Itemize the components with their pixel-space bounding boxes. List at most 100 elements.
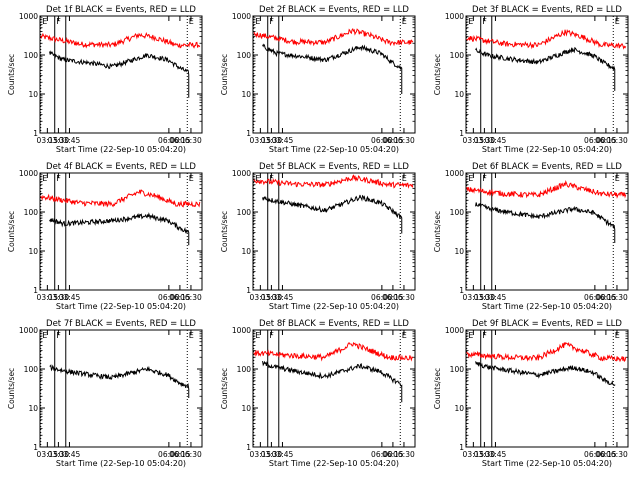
series-events-black <box>475 46 616 91</box>
y-tick-label: 1 <box>33 129 38 138</box>
x-tick-label: 03:45 <box>59 136 81 145</box>
y-tick-label: 100 <box>237 51 252 60</box>
x-tick-label: 03:45 <box>485 293 507 302</box>
time-marker-label: E <box>468 331 473 340</box>
x-tick-label: 06:00 <box>371 293 393 302</box>
time-marker-label: F <box>56 17 61 26</box>
panel-det-6: Det 6f BLACK = Events, RED = LLD 1 10 100 10… <box>433 162 629 311</box>
y-tick-label: 1000 <box>19 169 38 178</box>
series-events-black <box>49 212 190 246</box>
x-tick-label: 03:30 <box>48 450 70 459</box>
time-marker-label: F <box>482 174 487 183</box>
panel-det-2: Det 2f BLACK = Events, RED = LLD 1 10 100 10… <box>220 5 416 154</box>
series-lld-red <box>40 32 201 49</box>
time-marker-label: E <box>255 331 260 340</box>
time-marker-label: E <box>615 174 620 183</box>
x-tick-label: 03:15 <box>37 450 59 459</box>
time-marker-label: F <box>482 331 487 340</box>
x-axis-label: Start Time (22-Sep-10 05:04:20) <box>56 459 186 468</box>
y-tick-label: 100 <box>24 365 39 374</box>
y-tick-label: 1000 <box>445 326 464 335</box>
x-tick-label: 06:30 <box>393 293 415 302</box>
series-events-black <box>49 364 190 399</box>
x-tick-label: 03:30 <box>474 293 496 302</box>
time-marker-label: E <box>255 17 260 26</box>
time-marker-label: E <box>468 17 473 26</box>
time-marker-label: F <box>56 174 61 183</box>
chart-title: Det 2f BLACK = Events, RED = LLD <box>259 5 409 15</box>
x-tick-label: 03:45 <box>272 136 294 145</box>
x-tick-label: 03:30 <box>48 136 70 145</box>
y-axis-label: Counts/sec <box>7 211 16 252</box>
panel-det-7: Det 7f BLACK = Events, RED = LLD 1 10 100 10… <box>7 319 203 468</box>
panel-det-1: Det 1f BLACK = Events, RED = LLD 1 10 100 10… <box>7 5 203 154</box>
chart-title: Det 1f BLACK = Events, RED = LLD <box>46 5 196 15</box>
plot-frame <box>465 172 629 291</box>
time-marker-label: E <box>42 331 47 340</box>
y-tick-label: 1 <box>459 129 464 138</box>
y-axis-label: Counts/sec <box>220 368 229 409</box>
y-tick-label: 1 <box>459 286 464 295</box>
x-tick-label: 06:00 <box>371 450 393 459</box>
x-tick-label: 06:15 <box>382 293 404 302</box>
plot-frame <box>39 329 203 448</box>
plot-frame <box>252 172 416 291</box>
time-marker-label: F <box>269 331 274 340</box>
x-tick-label: 06:15 <box>169 450 191 459</box>
series-events-black <box>475 202 616 244</box>
plot-frame <box>39 15 203 134</box>
series-events-black <box>49 50 190 98</box>
y-tick-label: 10 <box>241 247 251 256</box>
y-tick-label: 10 <box>241 404 251 413</box>
x-tick-label: 06:00 <box>158 136 180 145</box>
y-tick-label: 1000 <box>19 326 38 335</box>
time-marker-label: E <box>615 17 620 26</box>
x-tick-label: 03:30 <box>261 450 283 459</box>
y-tick-label: 100 <box>450 51 465 60</box>
y-tick-label: 1000 <box>445 169 464 178</box>
panel-det-9: Det 9f BLACK = Events, RED = LLD 1 10 100 10… <box>433 319 629 468</box>
y-tick-label: 100 <box>237 208 252 217</box>
x-tick-label: 06:30 <box>606 136 628 145</box>
y-tick-label: 1000 <box>232 169 251 178</box>
series-events-black <box>475 361 616 387</box>
y-axis-label: Counts/sec <box>220 211 229 252</box>
panel-det-3: Det 3f BLACK = Events, RED = LLD 1 10 100 10… <box>433 5 629 154</box>
y-tick-label: 100 <box>24 51 39 60</box>
y-axis-label: Counts/sec <box>220 54 229 95</box>
time-marker-label: E <box>468 174 473 183</box>
time-marker-label: E <box>402 331 407 340</box>
plot-frame <box>39 172 203 291</box>
x-tick-label: 03:15 <box>463 450 485 459</box>
y-axis-label: Counts/sec <box>7 54 16 95</box>
x-tick-label: 06:30 <box>180 450 202 459</box>
time-marker-label: F <box>269 174 274 183</box>
x-tick-label: 03:15 <box>37 293 59 302</box>
y-axis-label: Counts/sec <box>433 211 442 252</box>
x-tick-label: 06:15 <box>382 450 404 459</box>
series-lld-red <box>466 180 627 199</box>
y-tick-label: 1000 <box>19 12 38 21</box>
x-tick-label: 06:00 <box>158 450 180 459</box>
y-tick-label: 1 <box>246 129 251 138</box>
x-axis-label: Start Time (22-Sep-10 05:04:20) <box>482 459 612 468</box>
y-tick-label: 100 <box>237 365 252 374</box>
y-tick-label: 10 <box>454 247 464 256</box>
time-marker-label: E <box>189 17 194 26</box>
x-tick-label: 06:30 <box>606 293 628 302</box>
y-tick-label: 10 <box>454 90 464 99</box>
series-events-black <box>262 43 403 94</box>
x-tick-label: 03:15 <box>37 136 59 145</box>
series-lld-red <box>253 341 414 362</box>
x-tick-label: 03:45 <box>272 450 294 459</box>
x-tick-label: 06:30 <box>180 293 202 302</box>
series-events-black <box>262 360 403 403</box>
series-lld-red <box>40 189 201 208</box>
x-axis-label: Start Time (22-Sep-10 05:04:20) <box>269 459 399 468</box>
y-tick-label: 1 <box>246 286 251 295</box>
chart-title: Det 9f BLACK = Events, RED = LLD <box>472 319 622 329</box>
chart-title: Det 4f BLACK = Events, RED = LLD <box>46 162 196 172</box>
time-marker-label: E <box>615 331 620 340</box>
time-marker-label: E <box>189 331 194 340</box>
